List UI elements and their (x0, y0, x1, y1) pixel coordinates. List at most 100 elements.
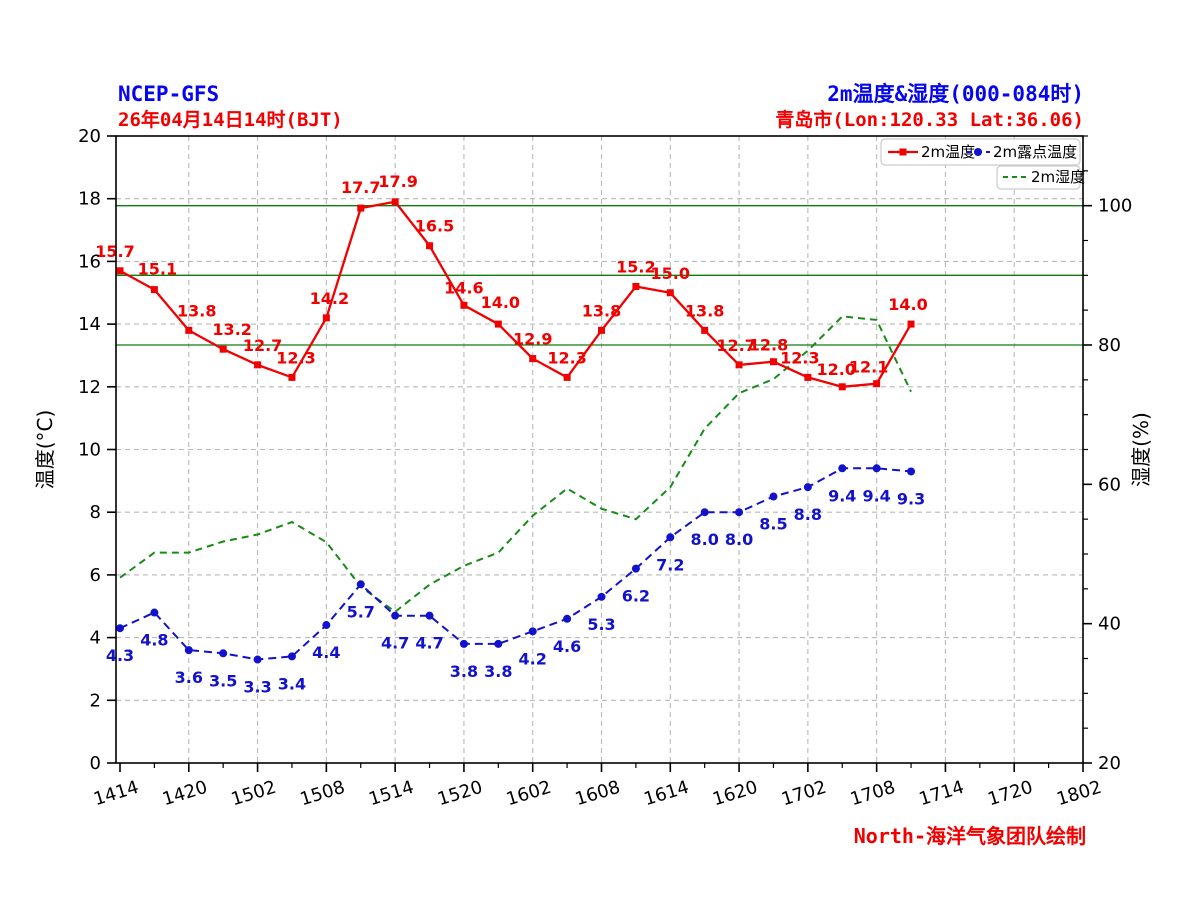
temperature-label: 12.1 (849, 358, 888, 377)
dew-point-label: 4.4 (312, 643, 340, 662)
legend-temperature-label: 2m温度 (921, 143, 975, 161)
dew-point-marker (803, 483, 812, 492)
temperature-label: 15.1 (138, 260, 177, 279)
dew-point-label: 3.8 (484, 662, 512, 681)
temperature-marker (598, 326, 605, 334)
temperature-marker (288, 373, 296, 381)
temperature-marker (838, 383, 846, 391)
left-tick-label: 10 (78, 440, 101, 461)
chart-title: 2m温度&湿度(000-084时) (827, 82, 1084, 106)
dew-point-marker (528, 627, 537, 636)
x-tick-label: 1508 (298, 777, 348, 810)
x-tick-label: 1708 (848, 777, 898, 810)
temperature-marker (563, 373, 571, 381)
right-tick-label: 80 (1098, 335, 1121, 356)
dew-point-marker (597, 592, 606, 601)
temperature-marker (804, 373, 812, 381)
dew-point-label: 4.6 (553, 637, 581, 656)
dew-point-label: 7.2 (656, 555, 684, 574)
temperature-marker (769, 358, 777, 366)
header-right: 2m温度&湿度(000-084时) 青岛市(Lon:120.33 Lat:36.… (775, 80, 1084, 134)
humidity-reference-lines (116, 205, 1083, 346)
temperature-label: 12.8 (749, 336, 788, 355)
dew-point-marker (735, 508, 744, 517)
location-coordinates: 青岛市(Lon:120.33 Lat:36.06) (775, 109, 1084, 132)
temperature-marker (494, 320, 502, 328)
x-tick-label: 1514 (366, 777, 416, 810)
dew-point-marker (872, 464, 881, 473)
dew-point-label: 4.8 (140, 631, 168, 650)
dew-point-marker (769, 492, 778, 501)
legend-box-row2 (996, 165, 1081, 190)
right-tick-label: 20 (1098, 753, 1121, 774)
left-tick-label: 20 (78, 126, 101, 147)
dew-point-marker (287, 652, 296, 661)
left-tick-label: 16 (78, 251, 101, 272)
temperature-marker (116, 267, 124, 275)
x-tick-label: 1714 (917, 777, 967, 810)
dew-point-marker (116, 624, 124, 633)
dew-point-label: 8.0 (725, 530, 753, 549)
dew-point-label: 3.4 (278, 674, 306, 693)
legend-humidity-label: 2m湿度 (1031, 168, 1085, 186)
dew-point-marker (184, 646, 193, 655)
left-tick-label: 14 (78, 314, 101, 335)
temperature-line (119, 200, 912, 388)
dew-point-label: 8.0 (691, 530, 719, 549)
dew-point-label: 4.3 (106, 646, 134, 665)
temperature-marker (185, 326, 193, 334)
temperature-label: 12.3 (276, 348, 315, 367)
temperature-label: 15.0 (651, 264, 690, 283)
x-tick-label: 1608 (573, 777, 623, 810)
temperature-label: 14.0 (481, 293, 520, 312)
temperature-marker (735, 361, 743, 369)
x-tick-label: 1614 (641, 777, 691, 810)
x-tick-label: 1602 (504, 777, 554, 810)
dew-point-label: 9.4 (862, 486, 890, 505)
temperature-marker (322, 314, 330, 322)
legend-dew-point-label: 2m露点温度 (993, 143, 1077, 161)
x-tick-label: 1702 (779, 777, 829, 810)
dew-point-label: 3.8 (450, 662, 478, 681)
dew-point-marker (425, 611, 434, 620)
temperature-label: 12.0 (817, 360, 856, 379)
temperature-label: 14.2 (310, 289, 349, 308)
dew-point-marker (907, 467, 916, 476)
legend-dew-point-marker (974, 148, 982, 156)
x-tick-label: 1802 (1054, 777, 1104, 810)
gridlines (116, 136, 1084, 763)
dew-point-label: 8.5 (759, 515, 787, 534)
dew-point-marker (150, 608, 159, 617)
dew-point-marker (391, 611, 400, 620)
dew-point-label: 9.4 (828, 486, 856, 505)
temperature-marker (219, 345, 227, 353)
temperature-label: 12.7 (716, 336, 755, 355)
temperature-label: 13.8 (177, 301, 216, 320)
dew-point-marker (322, 621, 331, 630)
dew-point-label: 4.7 (381, 634, 409, 653)
temperature-label: 12.9 (513, 330, 552, 349)
left-tick-label: 18 (78, 189, 101, 210)
temperature-marker (391, 198, 399, 206)
left-tick-label: 2 (90, 690, 101, 711)
x-tick-label: 1502 (229, 777, 279, 810)
left-tick-label: 0 (90, 753, 101, 774)
temperature-label: 16.5 (415, 217, 454, 236)
legend-temperature-marker (899, 148, 907, 156)
dew-point-label: 3.5 (209, 671, 237, 690)
left-tick-label: 12 (78, 377, 101, 398)
dew-point-label: 9.3 (897, 489, 925, 508)
dew-point-label: 4.7 (415, 634, 443, 653)
init-time: 26年04月14日14时(BJT) (118, 109, 343, 132)
dew-point-marker (631, 564, 640, 573)
dew-point-marker (563, 614, 572, 623)
dew-point-marker (253, 655, 262, 664)
dew-point-marker (838, 464, 847, 473)
dew-point-marker (666, 533, 675, 542)
right-tick-label: 40 (1098, 614, 1121, 635)
x-tick-label: 1414 (91, 777, 141, 810)
dew-point-marker (459, 639, 468, 648)
dew-point-marker (356, 580, 365, 589)
temperature-marker (460, 301, 468, 309)
